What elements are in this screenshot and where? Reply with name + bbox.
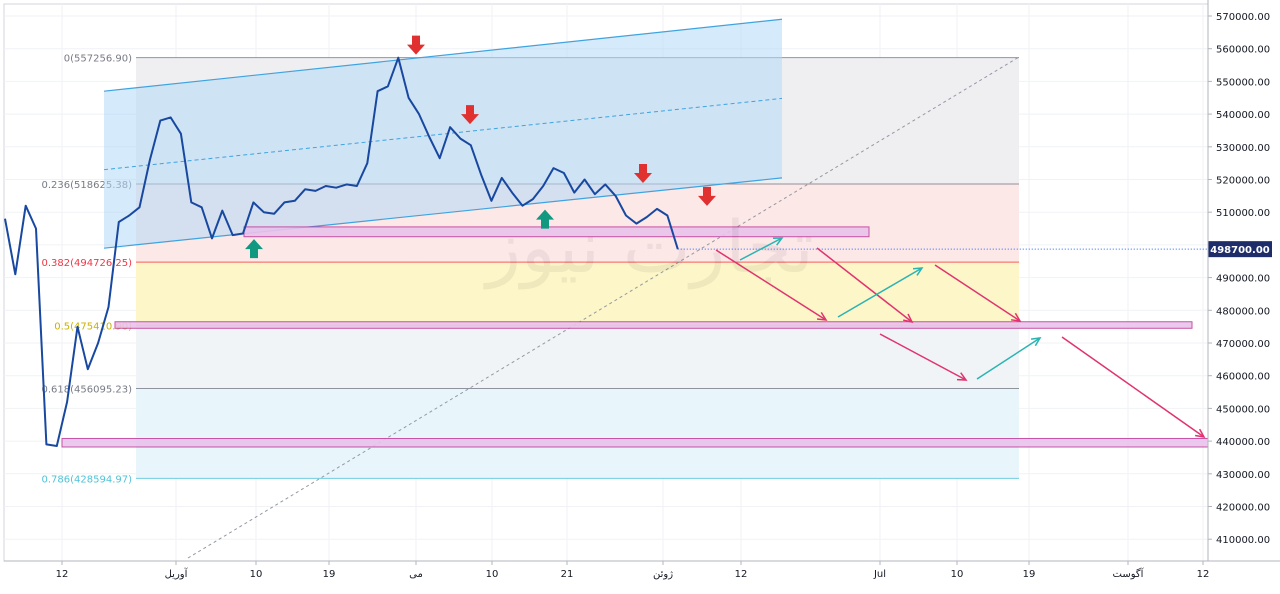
y-tick-label: 420000.00 [1216, 503, 1270, 514]
x-tick-label: 12 [1197, 569, 1210, 580]
channel-mid [103, 97, 783, 171]
y-tick-label: 550000.00 [1216, 77, 1270, 88]
price-series-line [4, 56, 679, 447]
x-tick-label: 12 [56, 569, 69, 580]
x-tick-label: آگوست [1113, 567, 1145, 580]
projection-shaft [837, 267, 923, 318]
down-arrow-icon [698, 186, 716, 206]
x-tick-label: 10 [951, 569, 964, 580]
projection-head [1010, 312, 1022, 322]
channel-lower [103, 177, 783, 249]
projection-shaft [976, 337, 1041, 380]
channel-upper [103, 18, 783, 92]
projection-down-arrow [1061, 336, 1206, 438]
projection-down-arrow [879, 333, 968, 381]
fib-label: 0.5(475410.90) [54, 321, 132, 332]
projection-down-arrow [934, 264, 1022, 322]
fib-label: 0.236(518625.38) [41, 180, 132, 191]
projection-shaft [739, 237, 783, 261]
y-tick-label: 510000.00 [1216, 208, 1270, 219]
projection-shaft [879, 333, 967, 381]
fib-label: 0(557256.90) [64, 54, 132, 65]
y-tick-label: 570000.00 [1216, 12, 1270, 23]
x-tick-label: 10 [486, 569, 499, 580]
projection-up-arrow [739, 237, 784, 261]
x-tick-label: آوریل [165, 567, 189, 580]
last-price-tag [1208, 241, 1272, 258]
fib-zone [136, 388, 1019, 479]
support-zone [114, 321, 1193, 329]
y-tick-label: 540000.00 [1216, 110, 1270, 121]
x-tick-label: ژوئن [653, 569, 673, 580]
projection-down-arrow [816, 247, 914, 324]
projection-head [903, 313, 914, 324]
y-tick-label: 520000.00 [1216, 176, 1270, 187]
projection-head [956, 372, 968, 381]
y-tick-label: 450000.00 [1216, 404, 1270, 415]
y-tick-label: 480000.00 [1216, 306, 1270, 317]
y-tick-label: 560000.00 [1216, 45, 1270, 56]
x-tick-label: Jul [873, 569, 886, 580]
fib-label: 0.618(456095.23) [41, 384, 132, 395]
y-tick-label: 530000.00 [1216, 143, 1270, 154]
up-arrow-icon [245, 239, 263, 259]
fib-label: 0.786(428594.97) [41, 474, 132, 485]
x-tick-label: می [409, 569, 423, 580]
fib-zone [136, 262, 1019, 326]
x-tick-label: 12 [735, 569, 748, 580]
y-tick-label: 470000.00 [1216, 339, 1270, 350]
y-tick-label: 430000.00 [1216, 470, 1270, 481]
projection-head [1194, 428, 1206, 438]
projection-shaft [715, 249, 827, 321]
projection-shaft [1061, 336, 1205, 438]
projection-down-arrow [715, 249, 828, 321]
projection-shaft [934, 264, 1021, 322]
y-tick-label: 410000.00 [1216, 535, 1270, 546]
y-tick-label: 460000.00 [1216, 372, 1270, 383]
y-tick-label: 490000.00 [1216, 274, 1270, 285]
projection-head [912, 267, 924, 276]
x-tick-label: 21 [561, 569, 574, 580]
projection-head [816, 311, 828, 321]
up-arrow-icon [536, 209, 554, 229]
projection-up-arrow [976, 337, 1042, 380]
projection-head [1030, 337, 1042, 347]
down-arrow-icon [407, 35, 425, 55]
projection-head [772, 237, 784, 246]
x-tick-label: 10 [250, 569, 263, 580]
x-tick-label: 19 [323, 569, 336, 580]
fib-zone [136, 325, 1019, 389]
x-tick-label: 19 [1023, 569, 1036, 580]
fib-label: 0.382(494726.25) [41, 258, 132, 269]
y-tick-label: 440000.00 [1216, 437, 1270, 448]
last-price-text: 498700.00 [1210, 245, 1270, 256]
down-arrow-icon [461, 105, 479, 125]
projection-up-arrow [837, 267, 924, 318]
support-zone [61, 437, 1209, 448]
projection-shaft [816, 247, 913, 323]
down-arrow-icon [634, 164, 652, 184]
